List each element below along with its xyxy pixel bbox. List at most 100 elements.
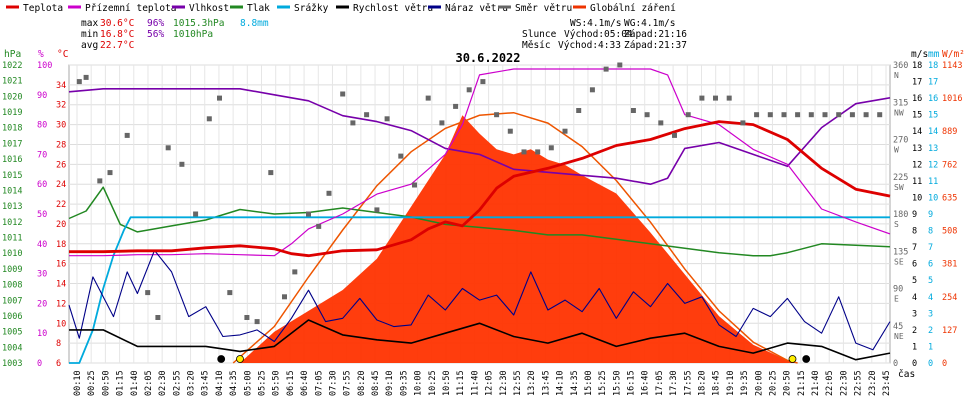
tick-label-ms: 12 <box>912 160 922 170</box>
tick-label-pct: 30 <box>37 270 47 280</box>
info-sun-label: Slunce <box>522 29 557 40</box>
wind-direction-point <box>877 112 883 118</box>
tick-label-mm: 7 <box>928 243 933 253</box>
wind-direction-point <box>412 182 417 188</box>
tick-label-temp: 20 <box>56 220 66 230</box>
tick-label-compass: NW <box>894 108 904 117</box>
stats-avg-label: avg <box>81 40 98 51</box>
tick-label-mm: 14 <box>928 127 938 137</box>
wind-direction-point <box>672 132 677 138</box>
wind-direction-point <box>124 132 130 138</box>
tick-label-time: 22:05 <box>825 370 835 396</box>
wind-direction-point <box>206 116 212 122</box>
tick-label-time: 01:15 <box>116 370 126 396</box>
tick-label-pressure: 1011 <box>2 234 22 244</box>
tick-label-direction: 90 <box>893 285 903 295</box>
tick-label-mm: 9 <box>928 210 933 220</box>
tick-label-time: 07:55 <box>343 370 353 396</box>
tick-label-temp: 18 <box>56 240 66 250</box>
unit-ms: m/s <box>911 49 928 60</box>
tick-label-time: 18:45 <box>712 370 722 396</box>
tick-label-time: 15:25 <box>598 370 608 396</box>
tick-label-pressure: 1021 <box>2 77 22 87</box>
tick-label-time: 12:55 <box>513 370 523 396</box>
wind-direction-point <box>808 112 814 118</box>
legend-label: Tlak <box>247 3 270 14</box>
legend-label: Vlhkost <box>189 3 229 14</box>
tick-label-time: 23:20 <box>868 370 878 396</box>
tick-label-time: 09:35 <box>399 370 409 396</box>
stats-max-temp: 30.6°C <box>100 18 134 29</box>
wind-direction-point <box>603 66 609 72</box>
stats-block: max 30.6°C 96% 1015.3hPa 8.8mm min 16.8°… <box>81 18 269 51</box>
tick-label-pressure: 1019 <box>2 108 22 118</box>
tick-label-time: 02:05 <box>144 370 154 396</box>
tick-label-time: 11:15 <box>456 370 466 396</box>
tick-label-mm: 13 <box>928 144 938 154</box>
wind-direction-point <box>699 95 705 101</box>
tick-label-time: 16:15 <box>627 370 637 396</box>
tick-label-pressure: 1014 <box>2 186 22 196</box>
tick-label-temp: 16 <box>56 260 66 270</box>
tick-label-time: 22:55 <box>854 370 864 396</box>
tick-label-temp: 6 <box>56 359 61 369</box>
wind-direction-point <box>306 211 311 217</box>
unit-temp: °C <box>57 49 68 60</box>
tick-label-pressure: 1007 <box>2 296 22 306</box>
tick-label-temp: 14 <box>56 280 66 290</box>
tick-label-time: 00:25 <box>87 370 97 396</box>
tick-label-time: 03:20 <box>187 370 197 396</box>
tick-label-time: 05:00 <box>243 370 253 396</box>
tick-label-time: 14:35 <box>570 370 580 396</box>
tick-label-temp: 12 <box>56 299 66 309</box>
line-series <box>68 68 891 364</box>
wind-direction-point <box>849 112 855 118</box>
wind-direction-point <box>521 149 527 155</box>
tick-label-mm: 12 <box>928 160 938 170</box>
wind-speed-line <box>69 319 891 361</box>
tick-label-pct: 10 <box>37 329 47 339</box>
tick-label-time: 02:30 <box>158 370 168 396</box>
tick-label-wm2: 0 <box>942 359 947 369</box>
tick-label-time: 17:05 <box>655 370 665 396</box>
unit-mm: mm <box>928 49 940 60</box>
wind-direction-point <box>282 294 287 300</box>
tick-label-direction: 45 <box>893 322 903 332</box>
marker-set <box>788 355 797 363</box>
chart-title: 30.6.2022 <box>455 51 520 65</box>
wind-direction-point <box>268 170 274 176</box>
tick-label-compass: NE <box>894 332 904 341</box>
stats-avg-temp: 22.7°C <box>100 40 134 51</box>
stats-max-humidity: 96% <box>147 18 164 29</box>
tick-label-ms: 6 <box>912 260 917 270</box>
wind-direction-point <box>76 79 82 85</box>
tick-label-time: 10:00 <box>414 370 424 396</box>
wind-direction-point <box>83 74 89 80</box>
tick-label-temp: 10 <box>56 319 66 329</box>
tick-label-pressure: 1013 <box>2 202 22 212</box>
wind-direction-point <box>644 112 650 118</box>
tick-label-time: 18:20 <box>697 370 707 396</box>
tick-label-time: 07:05 <box>314 370 324 396</box>
tick-label-pct: 0 <box>37 359 42 369</box>
tick-label-compass: E <box>894 295 899 304</box>
wind-direction-point <box>398 153 404 159</box>
legend-label: Přízemní teplota <box>85 3 177 14</box>
tick-label-temp: 30 <box>56 121 66 131</box>
tick-label-mm: 2 <box>928 326 933 336</box>
marker-min <box>802 355 811 363</box>
info-moon-label: Měsíc <box>522 40 551 51</box>
tick-label-temp: 24 <box>56 180 66 190</box>
wind-direction-point <box>726 95 732 101</box>
stats-min-temp: 16.8°C <box>100 29 134 40</box>
legend-label: Směr větru <box>515 3 572 14</box>
tick-label-compass: SE <box>894 257 904 266</box>
wind-direction-point <box>179 161 185 167</box>
tick-label-ms: 4 <box>912 293 917 303</box>
tick-label-pressure: 1017 <box>2 139 22 149</box>
tick-label-temp: 32 <box>56 101 66 111</box>
radiation-series <box>232 111 798 364</box>
tick-label-mm: 16 <box>928 94 938 104</box>
wind-direction-point <box>576 108 582 113</box>
